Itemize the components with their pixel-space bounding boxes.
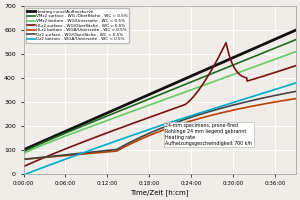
X-axis label: Time/Zeit [h:cm]: Time/Zeit [h:cm] [130, 189, 189, 196]
Line: Heating curve/Aufheizkurve: Heating curve/Aufheizkurve [24, 30, 296, 150]
VMz2 bottom - WG/Unterseite - WC < 0.5% [234, 72, 238, 75]
VMz2 surface - WG /Oberfläche - WC < 0.5% [294, 38, 298, 41]
Dz2 surface - WG/Oberfläche - WC < 0.5% [22, 158, 26, 161]
Dz2 surface - WG/Oberfläche - WC < 0.5% [209, 110, 212, 112]
HLz2 bottom - WGA/Unterseite - WC < 0.5% [132, 141, 136, 144]
HLz2 surface - WG/Oberfläche - WC < 0.5% [50, 153, 53, 156]
Line: VMz2 bottom - WG/Unterseite - WC < 0.5%: VMz2 bottom - WG/Unterseite - WC < 0.5% [24, 52, 296, 153]
Dz2 bottom - WGA/Unterseite - WC < 0.5% [234, 100, 238, 103]
Dz2 surface - WG/Oberfläche - WC < 0.5% [50, 155, 53, 158]
HLz2 surface - WG/Oberfläche - WC < 0.5% [224, 41, 228, 44]
Line: Dz2 bottom - WGA/Unterseite - WC < 0.5%: Dz2 bottom - WGA/Unterseite - WC < 0.5% [24, 83, 296, 175]
HLz2 surface - WG/Oberfläche - WC < 0.5% [294, 64, 298, 67]
HLz2 bottom - WGA/Unterseite - WC < 0.5% [142, 137, 145, 139]
VMz2 surface - WG /Oberfläche - WC < 0.5% [142, 100, 145, 102]
Line: HLz2 surface - WG/Oberfläche - WC < 0.5%: HLz2 surface - WG/Oberfläche - WC < 0.5% [24, 43, 296, 166]
Legend: Heating curve/Aufheizkurve, VMz2 surface - WG /Oberfläche - WC < 0.5%, VMz2 bott: Heating curve/Aufheizkurve, VMz2 surface… [26, 8, 129, 43]
Dz2 bottom - WGA/Unterseite - WC < 0.5% [132, 134, 136, 136]
HLz2 bottom - WGA/Unterseite - WC < 0.5% [209, 114, 212, 117]
Heating curve/Aufheizkurve [239, 53, 243, 55]
Dz2 surface - WG/Oberfläche - WC < 0.5% [234, 103, 238, 106]
HLz2 surface - WG/Oberfläche - WC < 0.5% [209, 71, 212, 73]
VMz2 surface - WG /Oberfläche - WC < 0.5% [50, 138, 53, 140]
VMz2 bottom - WG/Unterseite - WC < 0.5% [132, 110, 136, 112]
Heating curve/Aufheizkurve [234, 55, 238, 58]
VMz2 bottom - WG/Unterseite - WC < 0.5% [50, 140, 53, 143]
Dz2 surface - WG/Oberfläche - WC < 0.5% [294, 90, 298, 93]
Line: VMz2 surface - WG /Oberfläche - WC < 0.5%: VMz2 surface - WG /Oberfläche - WC < 0.5… [24, 40, 296, 152]
Dz2 bottom - WGA/Unterseite - WC < 0.5% [22, 174, 26, 176]
Dz2 bottom - WGA/Unterseite - WC < 0.5% [142, 130, 145, 133]
HLz2 surface - WG/Oberfläche - WC < 0.5% [132, 122, 136, 124]
VMz2 bottom - WG/Unterseite - WC < 0.5% [294, 50, 298, 53]
HLz2 bottom - WGA/Unterseite - WC < 0.5% [50, 156, 53, 158]
HLz2 bottom - WGA/Unterseite - WC < 0.5% [234, 108, 238, 111]
Heating curve/Aufheizkurve [142, 96, 145, 98]
Dz2 surface - WG/Oberfläche - WC < 0.5% [142, 135, 145, 137]
HLz2 bottom - WGA/Unterseite - WC < 0.5% [22, 158, 26, 161]
VMz2 bottom - WG/Unterseite - WC < 0.5% [22, 152, 26, 155]
HLz2 surface - WG/Oberfläche - WC < 0.5% [239, 74, 243, 77]
VMz2 surface - WG /Oberfläche - WC < 0.5% [234, 63, 238, 65]
VMz2 surface - WG /Oberfläche - WC < 0.5% [22, 150, 26, 153]
VMz2 bottom - WG/Unterseite - WC < 0.5% [239, 71, 243, 73]
Heating curve/Aufheizkurve [294, 29, 298, 31]
VMz2 bottom - WG/Unterseite - WC < 0.5% [209, 82, 212, 84]
HLz2 surface - WG/Oberfläche - WC < 0.5% [142, 118, 145, 121]
Dz2 bottom - WGA/Unterseite - WC < 0.5% [209, 108, 212, 111]
Heating curve/Aufheizkurve [132, 100, 136, 103]
Heating curve/Aufheizkurve [22, 149, 26, 151]
VMz2 surface - WG /Oberfläche - WC < 0.5% [209, 73, 212, 75]
Dz2 bottom - WGA/Unterseite - WC < 0.5% [294, 82, 298, 84]
Text: 24-mm specimens, prone-fired
Rohlinge 24 mm liegend gebrannt
Heating rate
Aufhei: 24-mm specimens, prone-fired Rohlinge 24… [165, 123, 252, 146]
Dz2 bottom - WGA/Unterseite - WC < 0.5% [50, 163, 53, 166]
HLz2 bottom - WGA/Unterseite - WC < 0.5% [294, 97, 298, 100]
Heating curve/Aufheizkurve [209, 66, 212, 69]
Line: Dz2 surface - WG/Oberfläche - WC < 0.5%: Dz2 surface - WG/Oberfläche - WC < 0.5% [24, 91, 296, 159]
Dz2 bottom - WGA/Unterseite - WC < 0.5% [239, 99, 243, 101]
Line: HLz2 bottom - WGA/Unterseite - WC < 0.5%: HLz2 bottom - WGA/Unterseite - WC < 0.5% [24, 99, 296, 159]
VMz2 surface - WG /Oberfläche - WC < 0.5% [132, 104, 136, 106]
Heating curve/Aufheizkurve [50, 136, 53, 139]
Dz2 surface - WG/Oberfläche - WC < 0.5% [132, 139, 136, 142]
VMz2 surface - WG /Oberfläche - WC < 0.5% [239, 61, 243, 63]
Dz2 surface - WG/Oberfläche - WC < 0.5% [239, 102, 243, 104]
HLz2 surface - WG/Oberfläche - WC < 0.5% [22, 165, 26, 168]
VMz2 bottom - WG/Unterseite - WC < 0.5% [142, 106, 145, 108]
HLz2 surface - WG/Oberfläche - WC < 0.5% [234, 69, 238, 72]
HLz2 bottom - WGA/Unterseite - WC < 0.5% [239, 107, 243, 110]
